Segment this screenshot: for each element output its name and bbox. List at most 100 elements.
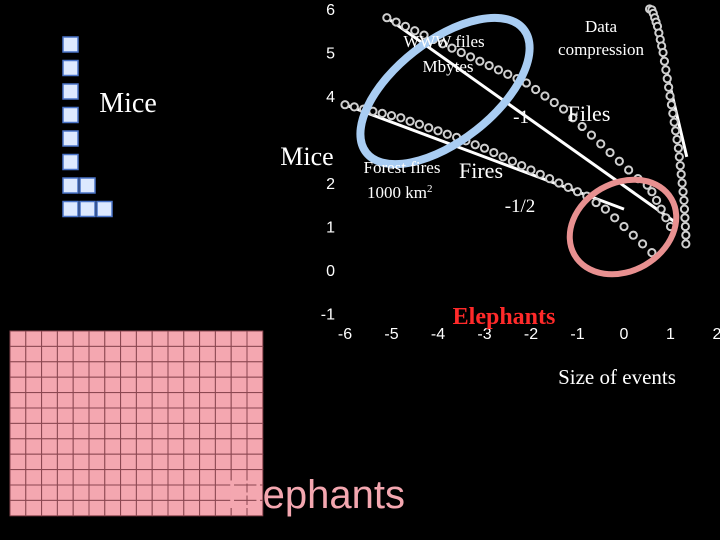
elephant-block xyxy=(151,392,169,409)
elephant-block xyxy=(72,345,90,363)
elephant-block xyxy=(104,392,122,409)
data-point xyxy=(572,187,583,197)
elephant-block xyxy=(230,407,248,424)
mice-block xyxy=(62,130,79,147)
elephant-block xyxy=(151,345,169,363)
elephant-block xyxy=(167,376,185,394)
data-point xyxy=(671,126,681,136)
data-point xyxy=(433,126,443,136)
forest-fires-label-line1: Forest fires xyxy=(364,158,441,177)
elephant-block xyxy=(120,392,137,409)
elephant-block xyxy=(246,376,264,394)
data-point xyxy=(680,213,690,223)
data-point xyxy=(665,91,675,101)
elephant-block xyxy=(104,422,122,440)
elephant-block xyxy=(167,438,185,455)
elephant-block xyxy=(88,499,106,517)
data-point xyxy=(659,56,670,66)
data-point xyxy=(662,74,672,84)
elephant-block xyxy=(25,330,43,347)
elephant-block xyxy=(88,345,106,363)
forest-fires-label-line2: 1000 km2 xyxy=(367,183,432,202)
elephant-block xyxy=(104,438,122,455)
elephant-block xyxy=(41,330,58,347)
data-point xyxy=(396,113,406,123)
elephants-left-label: Elephants xyxy=(227,473,405,517)
data-point xyxy=(668,108,678,119)
elephant-block xyxy=(214,438,232,455)
elephant-block xyxy=(246,438,264,455)
elephant-block xyxy=(25,438,43,455)
elephant-block xyxy=(56,484,74,501)
mice-block xyxy=(79,177,96,194)
elephant-block xyxy=(199,407,216,424)
elephant-block xyxy=(230,376,248,394)
elephant-block xyxy=(88,422,106,440)
x-tick-label: -3 xyxy=(477,326,491,343)
elephant-block xyxy=(183,453,201,471)
elephant-block xyxy=(9,469,27,486)
data-point xyxy=(624,165,634,175)
data-point xyxy=(493,65,504,75)
elephant-block xyxy=(120,361,137,378)
elephant-block xyxy=(104,469,122,486)
data-point xyxy=(679,195,689,205)
elephant-block xyxy=(135,453,153,471)
elephant-block xyxy=(72,407,90,424)
x-axis-ticks: -6 -5 -4 -3 -2 -1 0 1 2 xyxy=(338,326,720,343)
elephant-block xyxy=(25,407,43,424)
y-tick-label: 2 xyxy=(326,176,335,193)
elephant-block xyxy=(120,469,137,486)
elephant-block xyxy=(246,407,264,424)
files-label: Files xyxy=(568,101,611,126)
data-point xyxy=(661,213,671,223)
slope-minus-half-label: -1/2 xyxy=(505,196,536,217)
data-point xyxy=(419,30,429,40)
data-point xyxy=(681,239,691,249)
www-files-label: WWW files xyxy=(403,32,484,51)
elephant-block xyxy=(41,469,58,486)
data-point xyxy=(586,130,597,140)
elephant-block xyxy=(104,345,122,363)
elephant-block xyxy=(151,438,169,455)
data-point xyxy=(382,13,392,23)
mice-block xyxy=(62,83,79,100)
elephant-block xyxy=(135,469,153,486)
elephant-block xyxy=(56,499,74,517)
mice-block xyxy=(62,153,79,171)
x-tick-label: -1 xyxy=(570,326,584,343)
data-point xyxy=(647,248,657,258)
elephant-block xyxy=(120,345,137,363)
elephant-block xyxy=(104,484,122,501)
elephant-block xyxy=(72,499,90,517)
elephant-block xyxy=(72,376,90,394)
elephant-block xyxy=(135,407,153,424)
elephant-block xyxy=(9,376,27,394)
elephant-block xyxy=(56,453,74,471)
elephant-block xyxy=(246,361,264,378)
elephant-block xyxy=(72,469,90,486)
data-point xyxy=(674,152,684,162)
elephant-block xyxy=(167,499,185,517)
elephant-block xyxy=(214,407,232,424)
elephant-block xyxy=(88,453,106,471)
elephant-block xyxy=(120,438,137,455)
elephant-block xyxy=(199,499,216,517)
elephant-block xyxy=(183,469,201,486)
data-point xyxy=(400,21,411,31)
elephant-block xyxy=(41,499,58,517)
elephant-block xyxy=(167,330,185,347)
y-tick-label: -1 xyxy=(321,307,335,324)
elephant-block xyxy=(56,330,74,347)
elephant-block xyxy=(104,499,122,517)
elephant-block xyxy=(104,361,122,378)
data-point xyxy=(540,91,550,101)
y-tick-label: 0 xyxy=(326,263,335,280)
elephant-block xyxy=(230,453,248,471)
elephant-block xyxy=(135,392,153,409)
elephant-block xyxy=(135,376,153,394)
data-point xyxy=(647,187,657,197)
data-point xyxy=(465,52,476,62)
elephant-block xyxy=(104,330,122,347)
elephant-block xyxy=(41,361,58,378)
